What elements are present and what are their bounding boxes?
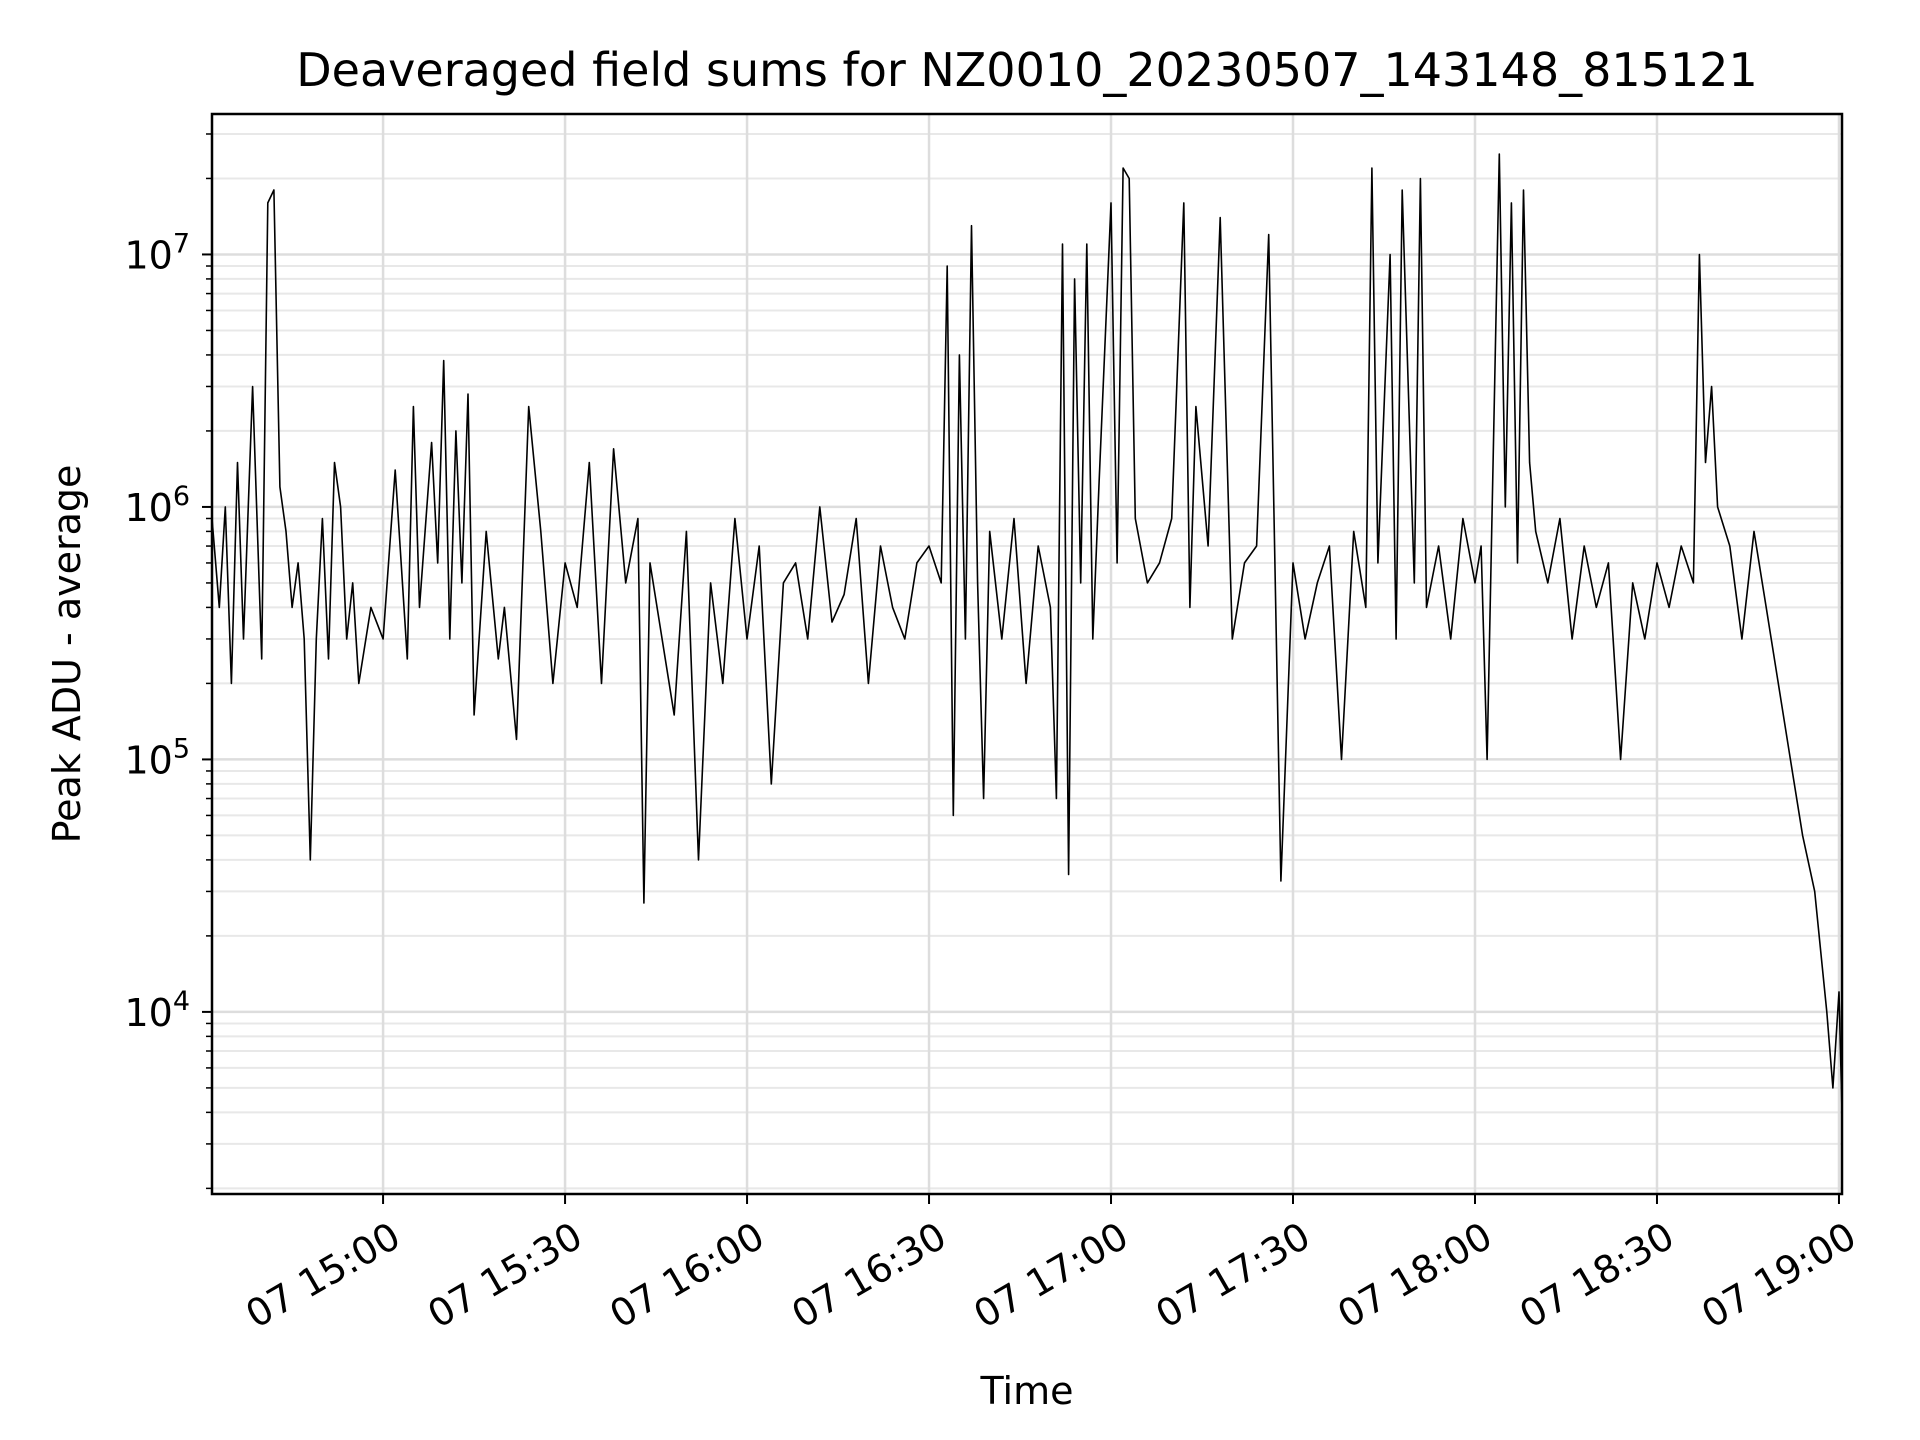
y-axis-label: Peak ADU - average — [45, 465, 89, 844]
y-tick-labels: 104 105 106 107 — [124, 228, 190, 1034]
y-tick-label: 105 — [124, 733, 190, 782]
y-tick-label: 104 — [124, 986, 190, 1035]
y-tick-label: 107 — [124, 228, 190, 277]
x-axis-label: Time — [980, 1369, 1074, 1413]
chart-title: Deaveraged field sums for NZ0010_2023050… — [296, 43, 1757, 97]
y-tick-label: 106 — [124, 481, 190, 530]
axis-ticks — [202, 133, 1840, 1204]
plot-frame — [210, 112, 1844, 1196]
series-line — [211, 153, 1843, 1113]
